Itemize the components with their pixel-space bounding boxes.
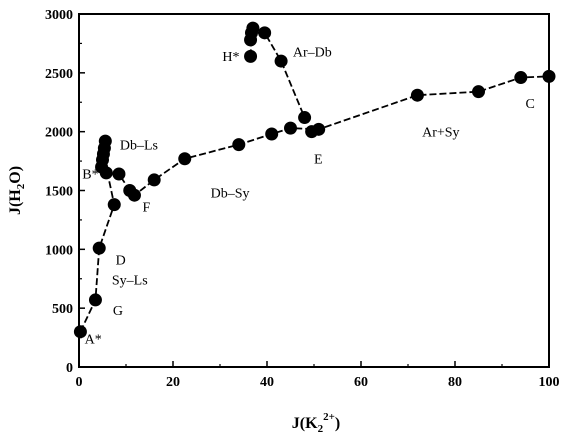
x-tick-label: 40 [260, 375, 274, 390]
data-point [472, 85, 485, 99]
point-annotation: H* [222, 50, 239, 65]
data-point [244, 49, 258, 63]
data-point [92, 241, 106, 255]
data-point [246, 21, 260, 35]
point-annotation: E [314, 152, 323, 167]
x-tick-label: 0 [76, 375, 83, 390]
data-point [312, 122, 326, 136]
y-tick-label: 0 [66, 361, 73, 376]
data-point [73, 325, 87, 339]
data-point [410, 88, 424, 102]
point-annotation: D [116, 254, 126, 269]
data-point [232, 138, 246, 152]
data-point [284, 121, 297, 135]
x-axis-title-sup: 2+ [323, 411, 335, 423]
connecting-line [79, 75, 550, 333]
point-annotation: G [113, 304, 123, 319]
x-tick-label: 80 [448, 375, 462, 390]
y-axis-title-end: O) [7, 166, 24, 184]
y-tick-label: 2500 [45, 67, 73, 82]
data-points [73, 21, 556, 339]
x-tick-label: 100 [539, 375, 560, 390]
x-axis-title-base: J(K [292, 415, 318, 432]
y-tick-label: 3000 [45, 8, 73, 23]
point-annotation: Ar–Db [293, 45, 332, 60]
data-point [88, 293, 102, 307]
annotations: A* G D Sy–Ls F B* Db–Ls Db–Sy H* Ar–Db E Ar+Sy C [82, 45, 535, 347]
plot-frame [78, 13, 550, 368]
y-tick-label: 1500 [45, 185, 73, 200]
point-annotation: B* [82, 168, 98, 183]
data-point [147, 173, 161, 187]
point-annotation: Ar+Sy [422, 125, 459, 140]
data-point [112, 167, 126, 181]
x-axis-title-sub: 2 [318, 423, 324, 435]
point-annotation: Db–Sy [211, 187, 250, 202]
data-point [127, 188, 141, 202]
y-tick-label: 1000 [45, 243, 73, 258]
x-tick-label: 60 [354, 375, 368, 390]
data-point [178, 152, 192, 166]
data-point [98, 134, 112, 148]
data-point [107, 198, 121, 212]
data-point [258, 26, 272, 40]
point-annotation: Sy–Ls [112, 274, 148, 289]
data-point [265, 127, 279, 141]
y-axis-title-sub: 2 [15, 183, 27, 189]
y-axis-title-base: J(H [7, 189, 24, 215]
data-point [274, 54, 288, 68]
data-point [99, 166, 113, 180]
x-axis-title-end: ) [335, 415, 340, 432]
point-annotation: A* [85, 332, 102, 347]
x-tick-label: 20 [166, 375, 180, 390]
point-annotation: F [142, 201, 150, 216]
y-axis-title: J(H2O) [7, 166, 27, 215]
data-point [298, 111, 312, 125]
x-axis-title: J(K22+) [292, 411, 340, 435]
y-tick-label: 500 [52, 302, 73, 317]
y-tick-label: 2000 [45, 126, 73, 141]
point-annotation: C [526, 97, 535, 112]
point-annotation: Db–Ls [120, 138, 158, 153]
data-point [514, 71, 528, 85]
